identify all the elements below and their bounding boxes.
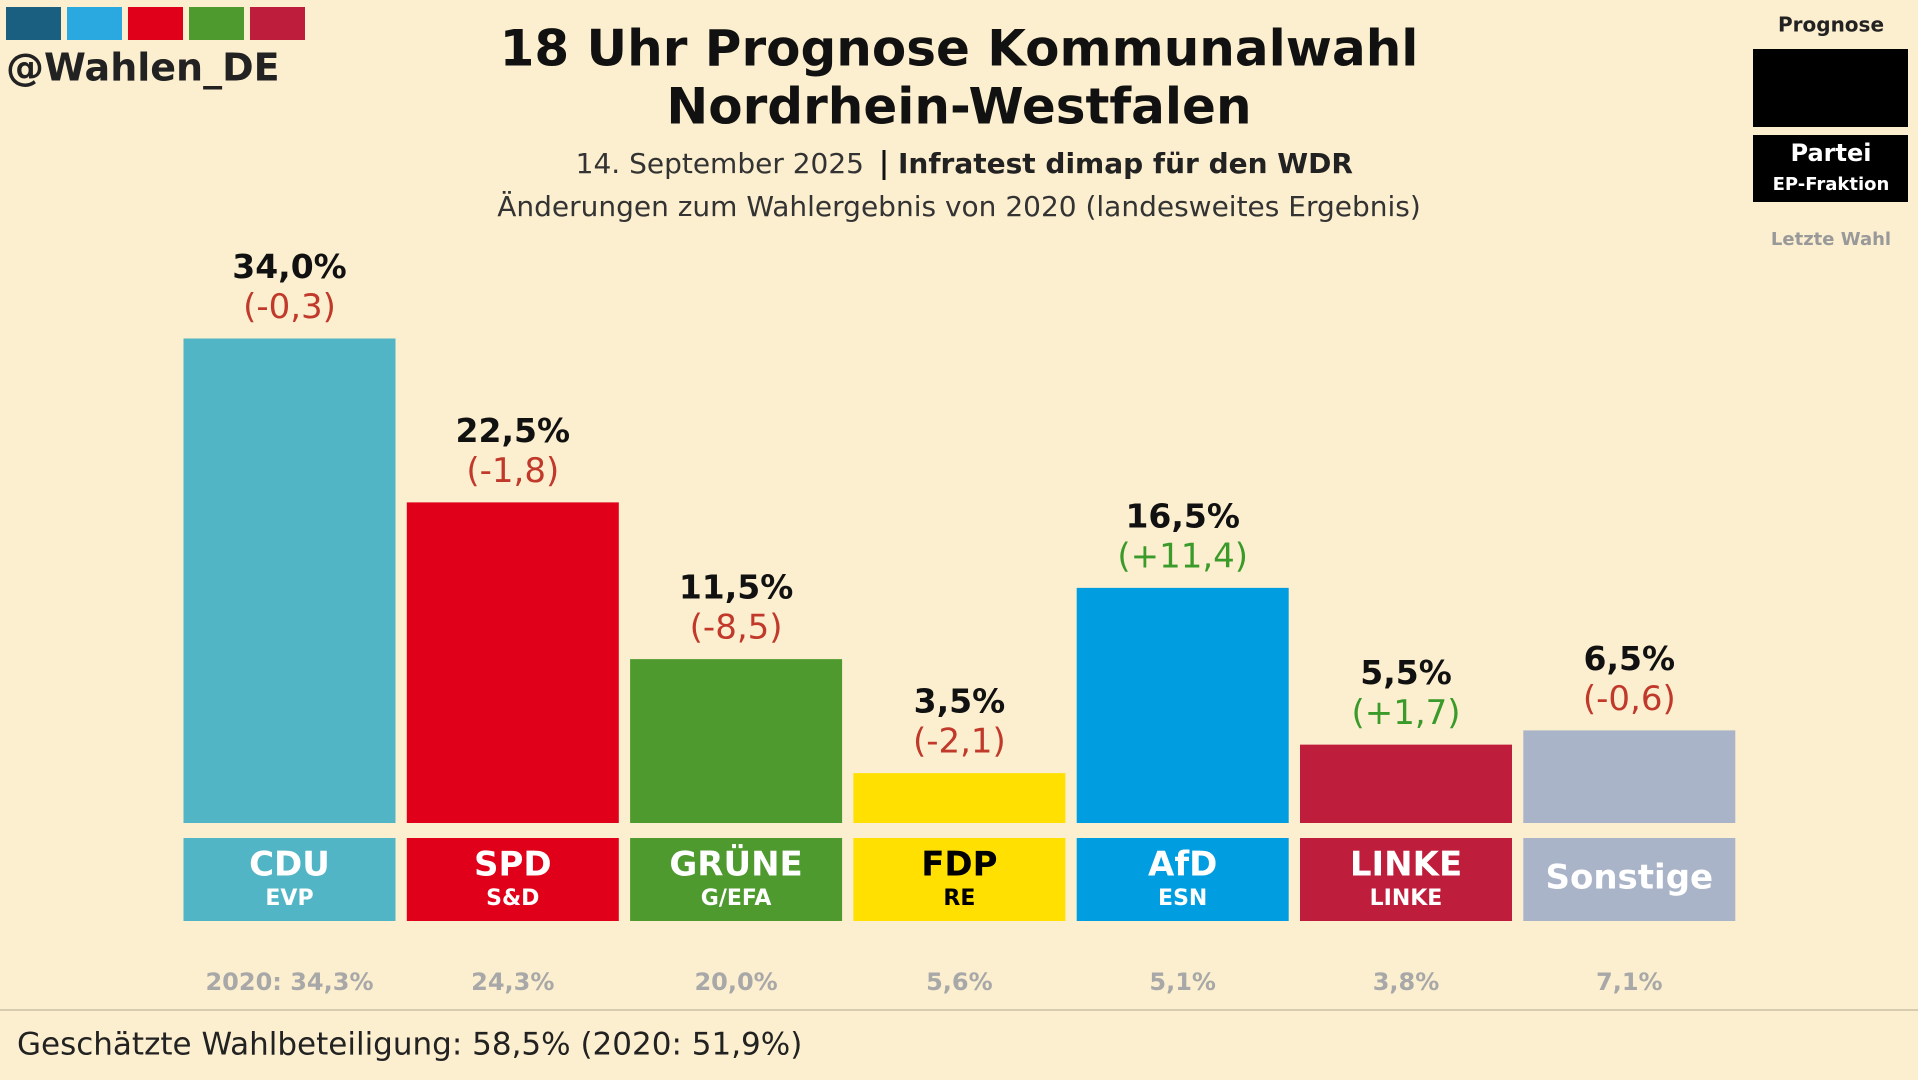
bar bbox=[183, 338, 396, 823]
change-label: (-0,6) bbox=[1583, 679, 1676, 719]
chart-title: Nordrhein-Westfalen bbox=[666, 78, 1251, 136]
value-label: 3,5% bbox=[914, 682, 1006, 721]
chart-title: 18 Uhr Prognose Kommunalwahl bbox=[500, 20, 1419, 78]
legend-label: Partei bbox=[1791, 139, 1872, 167]
logo-square bbox=[67, 7, 122, 40]
group-label: ESN bbox=[1158, 886, 1207, 911]
value-label: 6,5% bbox=[1584, 639, 1676, 678]
logo-square bbox=[6, 7, 61, 40]
previous-label: 2020: 34,3% bbox=[205, 968, 373, 996]
previous-label: 5,1% bbox=[1149, 968, 1216, 996]
party-label: GRÜNE bbox=[669, 844, 802, 885]
legend-label: Letzte Wahl bbox=[1771, 229, 1891, 250]
change-label: (-8,5) bbox=[690, 608, 783, 648]
legend-box bbox=[1753, 135, 1908, 202]
previous-label: 7,1% bbox=[1596, 968, 1663, 996]
change-label: (+11,4) bbox=[1117, 536, 1248, 576]
bar bbox=[1300, 744, 1512, 823]
previous-label: 24,3% bbox=[471, 968, 554, 996]
date: 14. September 2025 bbox=[576, 147, 864, 180]
party-label: AfD bbox=[1148, 845, 1217, 885]
party-box bbox=[853, 838, 1066, 921]
party-label: SPD bbox=[474, 845, 552, 885]
party-box bbox=[406, 838, 619, 921]
logo-squares bbox=[6, 7, 305, 40]
bar bbox=[630, 659, 843, 823]
previous-label: 20,0% bbox=[694, 968, 777, 996]
logo-square bbox=[128, 7, 183, 40]
party-box bbox=[630, 838, 843, 921]
value-label: 34,0% bbox=[232, 247, 347, 286]
value-label: 11,5% bbox=[679, 568, 794, 607]
party-box bbox=[1300, 838, 1512, 921]
bar bbox=[406, 502, 619, 823]
party-box bbox=[1523, 838, 1736, 921]
change-label: (-1,8) bbox=[466, 451, 559, 491]
source: Infratest dimap für den WDR bbox=[898, 147, 1353, 180]
previous-label: 3,8% bbox=[1373, 968, 1440, 996]
value-label: 5,5% bbox=[1360, 653, 1452, 692]
party-label: FDP bbox=[921, 845, 997, 885]
bar bbox=[853, 773, 1066, 823]
party-label: LINKE bbox=[1350, 845, 1462, 885]
legend-box bbox=[1753, 49, 1908, 127]
change-label: (+1,7) bbox=[1351, 693, 1460, 733]
value-label: 22,5% bbox=[456, 411, 571, 450]
group-label: EVP bbox=[265, 886, 313, 911]
logo-square bbox=[250, 7, 305, 40]
value-label: 16,5% bbox=[1125, 496, 1240, 535]
group-label: G/EFA bbox=[701, 886, 772, 911]
footer: Geschätzte Wahlbeteiligung: 58,5% (2020:… bbox=[17, 1027, 802, 1063]
party-label: Sonstige bbox=[1546, 858, 1714, 898]
bar bbox=[1076, 587, 1289, 823]
change-label: (-0,3) bbox=[243, 287, 336, 327]
logo-square bbox=[189, 7, 244, 40]
handle: @Wahlen_DE bbox=[6, 46, 280, 90]
group-label: S&D bbox=[486, 886, 539, 911]
party-box bbox=[1076, 838, 1289, 921]
previous-label: 5,6% bbox=[926, 968, 993, 996]
legend: Prognose Partei EP-Fraktion Letzte Wahl bbox=[1753, 13, 1908, 250]
change-label: (-2,1) bbox=[913, 722, 1006, 762]
group-label: LINKE bbox=[1370, 886, 1443, 911]
bar bbox=[1523, 730, 1736, 823]
legend-label: Prognose bbox=[1778, 13, 1884, 37]
legend-label: EP-Fraktion bbox=[1773, 174, 1890, 195]
party-label: CDU bbox=[249, 845, 330, 885]
subtitle: Änderungen zum Wahlergebnis von 2020 (la… bbox=[497, 190, 1421, 223]
party-box bbox=[183, 838, 396, 921]
group-label: RE bbox=[943, 886, 975, 911]
